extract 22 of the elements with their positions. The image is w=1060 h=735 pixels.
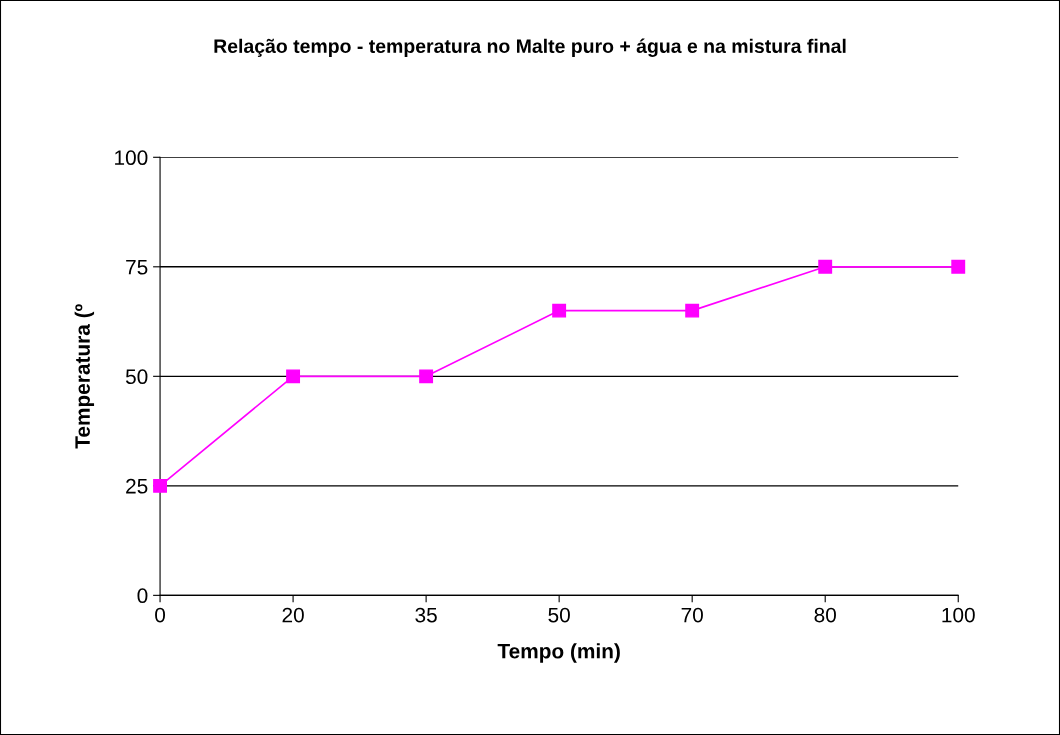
point bbox=[419, 369, 434, 384]
x-tick-label: 35 bbox=[415, 607, 437, 623]
point bbox=[951, 259, 966, 274]
x-tick-label: 70 bbox=[681, 607, 703, 623]
y-tick-label: 50 bbox=[125, 369, 148, 385]
y-axis-title: Temperatura (º bbox=[74, 304, 95, 449]
x-tick-label: 80 bbox=[814, 607, 836, 623]
point bbox=[685, 303, 700, 318]
point bbox=[818, 259, 833, 274]
chart-title: Relação tempo - temperatura no Malte puro + água e na mistura final bbox=[214, 38, 846, 57]
x-tick-label: 0 bbox=[155, 607, 166, 623]
x-axis-title: Tempo (min) bbox=[497, 643, 620, 663]
x-tick-label: 20 bbox=[282, 607, 304, 623]
point bbox=[286, 369, 301, 384]
x-tick-label: 100 bbox=[942, 607, 975, 623]
y-tick-label: 0 bbox=[137, 588, 148, 604]
y-tick-label: 75 bbox=[126, 260, 148, 275]
point bbox=[552, 303, 567, 318]
y-tick-label: 25 bbox=[126, 478, 148, 494]
x-tick-label: 50 bbox=[548, 607, 570, 623]
point bbox=[153, 478, 168, 493]
y-tick-label: 100 bbox=[115, 150, 148, 166]
